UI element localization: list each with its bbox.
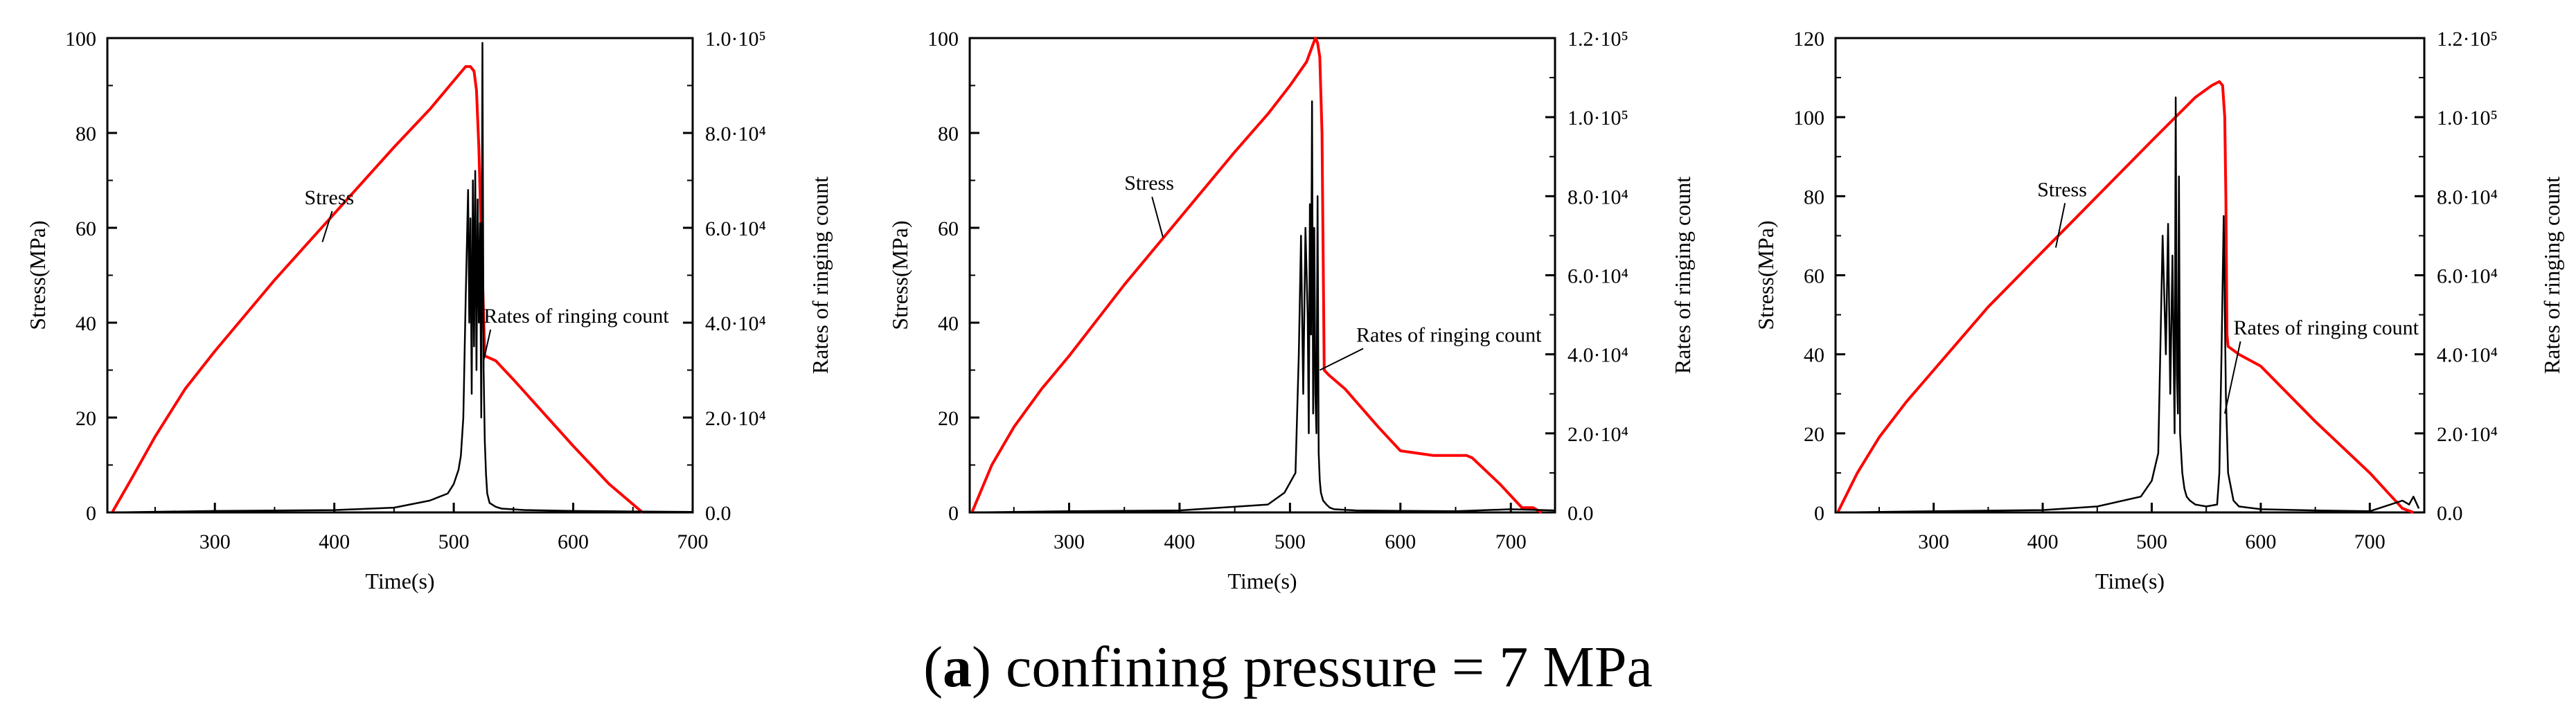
y2-tick-label: 1.2·10⁵ <box>2437 28 2498 51</box>
x-axis-label: Time(s) <box>2095 569 2165 593</box>
x-tick-label: 400 <box>1164 530 1195 553</box>
stress-annotation-pointer <box>321 211 333 242</box>
y2-tick-label: 1.0·10⁵ <box>705 28 766 51</box>
y2-tick-label: 2.0·10⁴ <box>2437 423 2498 446</box>
y-axis-label: Stress(MPa) <box>887 220 912 330</box>
x-tick-label: 500 <box>1274 530 1306 553</box>
ringing-annotation-label: Rates of ringing count <box>2234 316 2419 339</box>
ringing-annotation-label: Rates of ringing count <box>483 305 669 328</box>
plot-frame <box>968 37 1556 514</box>
stress-series-line <box>970 37 1543 514</box>
y-tick-label: 40 <box>938 312 959 335</box>
ringing-annotation-pointer <box>1319 348 1364 371</box>
stress-series-line <box>111 65 643 514</box>
y-tick-label: 20 <box>75 407 96 430</box>
x-tick-label: 700 <box>1495 530 1527 553</box>
x-tick-label: 300 <box>1054 530 1085 553</box>
y-tick-label: 60 <box>75 217 96 240</box>
y-tick-label: 100 <box>1793 107 1824 129</box>
y-tick-label: 80 <box>1804 186 1824 208</box>
y-tick-label: 20 <box>1804 423 1824 446</box>
stress-annotation-label: Stress <box>2037 178 2087 201</box>
y2-axis-label: Rates of ringing count <box>1670 177 1695 374</box>
y-tick-label: 100 <box>65 28 96 51</box>
x-tick-label: 600 <box>558 530 589 553</box>
x-tick-label: 300 <box>1918 530 1949 553</box>
x-tick-label: 700 <box>677 530 709 553</box>
x-tick-label: 500 <box>2136 530 2167 553</box>
caption-close-paren: ) <box>972 635 992 699</box>
chart-panel-middle: 300 400 500 600 700 0 20 40 60 80 100 0.0 2.0·10⁴ 4.0… <box>887 28 1695 593</box>
y-axis-label: Stress(MPa) <box>1753 220 1778 330</box>
caption-open-paren: ( <box>923 635 943 699</box>
y-tick-label: 40 <box>75 312 96 335</box>
x-tick-label: 400 <box>2027 530 2059 553</box>
y2-tick-label: 6.0·10⁴ <box>2437 265 2498 288</box>
y2-axis-label: Rates of ringing count <box>808 177 833 374</box>
stress-annotation-pointer <box>2054 203 2066 248</box>
y-tick-label: 0 <box>948 502 959 525</box>
ringing-annotation-pointer <box>2223 341 2241 414</box>
y2-tick-label: 4.0·10⁴ <box>705 312 766 335</box>
caption-label: a <box>943 635 972 699</box>
y2-tick-label: 4.0·10⁴ <box>1567 344 1628 367</box>
stress-series-line <box>1836 80 2414 514</box>
y-tick-label: 60 <box>938 217 959 240</box>
y2-tick-label: 8.0·10⁴ <box>705 123 766 145</box>
y-tick-label: 60 <box>1804 265 1824 288</box>
ringing-count-series-line <box>972 100 1556 514</box>
y2-tick-label: 0.0 <box>2437 502 2463 525</box>
y-tick-label: 100 <box>927 28 959 51</box>
y-tick-label: 80 <box>75 123 96 145</box>
x-tick-label: 700 <box>2354 530 2386 553</box>
y2-tick-label: 0.0 <box>705 502 731 525</box>
y2-tick-label: 2.0·10⁴ <box>1567 423 1628 446</box>
y2-tick-label: 0.0 <box>1567 502 1594 525</box>
y2-tick-label: 2.0·10⁴ <box>705 407 766 430</box>
y2-tick-label: 8.0·10⁴ <box>1567 186 1628 208</box>
y-tick-label: 80 <box>938 123 959 145</box>
plot-frame <box>106 37 694 514</box>
x-tick-label: 300 <box>199 530 231 553</box>
y2-axis-label: Rates of ringing count <box>2539 177 2564 374</box>
y2-tick-label: 1.2·10⁵ <box>1567 28 1628 51</box>
ringing-count-series-line <box>112 42 693 514</box>
x-tick-label: 500 <box>438 530 470 553</box>
ringing-count-series-line <box>1838 96 2420 514</box>
y-axis-label: Stress(MPa) <box>25 220 50 330</box>
figure-caption: (a) confining pressure = 7 MPa <box>0 634 2576 701</box>
y-tick-label: 0 <box>1814 502 1824 525</box>
chart-panel-left: 300 400 500 600 700 0 20 40 60 80 100 0.0 2.0·10⁴ 4.0… <box>25 28 833 593</box>
x-axis-label: Time(s) <box>1227 569 1297 593</box>
y-tick-label: 40 <box>1804 344 1824 367</box>
x-tick-label: 400 <box>319 530 350 553</box>
ringing-annotation-label: Rates of ringing count <box>1356 323 1542 346</box>
x-tick-label: 600 <box>1385 530 1416 553</box>
y-tick-label: 20 <box>938 407 959 430</box>
caption-text: confining pressure = 7 MPa <box>991 635 1653 699</box>
y2-tick-label: 1.0·10⁵ <box>2437 107 2498 129</box>
x-axis-label: Time(s) <box>365 569 434 593</box>
y2-tick-label: 8.0·10⁴ <box>2437 186 2498 208</box>
chart-panel-right: 300 400 500 600 700 0 20 40 60 80 100 120 0.0 2.0·10⁴… <box>1753 28 2564 593</box>
stress-annotation-pointer <box>1151 196 1164 238</box>
y-tick-label: 0 <box>86 502 96 525</box>
y2-tick-label: 6.0·10⁴ <box>705 217 766 240</box>
y2-tick-label: 1.0·10⁵ <box>1567 107 1628 129</box>
y-tick-label: 120 <box>1793 28 1824 51</box>
y2-tick-label: 4.0·10⁴ <box>2437 344 2498 367</box>
stress-annotation-label: Stress <box>1124 172 1174 195</box>
x-tick-label: 600 <box>2245 530 2276 553</box>
y2-tick-label: 6.0·10⁴ <box>1567 265 1628 288</box>
ringing-annotation-pointer <box>483 329 492 361</box>
stress-annotation-label: Stress <box>305 186 355 209</box>
